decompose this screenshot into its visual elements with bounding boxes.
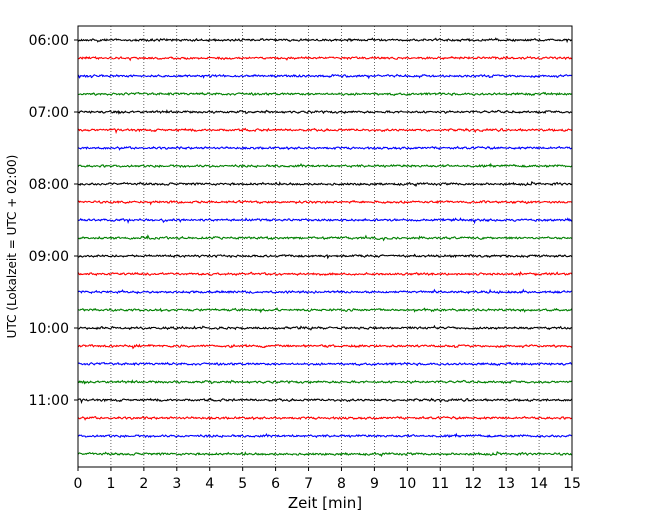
x-tick-label: 10	[398, 476, 416, 492]
x-tick-label: 4	[205, 476, 214, 492]
seismogram-trace	[77, 55, 573, 62]
x-tick-label: 3	[172, 476, 181, 492]
seismogram-trace	[77, 217, 573, 225]
x-axis-label: Zeit [min]	[288, 494, 362, 512]
seismogram-trace	[77, 451, 573, 458]
seismogram-trace	[77, 199, 573, 206]
x-tick-label: 6	[271, 476, 280, 492]
x-axis-ticks: 0 1 2 3 4 5 6 7 8 9 10 11 12 13 14 15	[74, 467, 581, 492]
y-tick-label: 11:00	[29, 393, 69, 409]
seismogram-trace	[77, 361, 573, 367]
x-tick-label: 0	[74, 476, 83, 492]
seismogram-trace	[77, 162, 573, 169]
x-tick-label: 13	[497, 476, 515, 492]
seismogram-trace	[77, 379, 573, 385]
seismogram-trace	[77, 127, 573, 135]
trace-group	[77, 37, 573, 458]
y-axis-label: UTC (Lokalzeit = UTC + 02:00)	[5, 155, 19, 339]
plot-frame	[77, 25, 573, 468]
seismogram-trace	[77, 73, 573, 80]
x-tick-label: 12	[464, 476, 482, 492]
y-axis-ticks: 06:00 07:00 08:00 09:00 10:00 11:00	[29, 33, 78, 409]
seismogram-trace	[77, 432, 573, 439]
seismogram-trace	[77, 343, 573, 350]
x-tick-label: 5	[238, 476, 247, 492]
y-tick-label: 08:00	[29, 177, 69, 193]
seismogram-trace	[77, 288, 573, 295]
seismogram-trace	[77, 415, 573, 421]
seismogram-trace	[77, 91, 573, 97]
seismogram-trace	[77, 307, 573, 314]
seismogram-trace	[77, 181, 573, 188]
seismogram-trace	[77, 145, 573, 151]
y-tick-label: 07:00	[29, 105, 69, 121]
seismogram-trace	[77, 270, 573, 277]
x-tick-label: 7	[304, 476, 313, 492]
seismogram-trace	[77, 37, 573, 44]
y-tick-label: 06:00	[29, 33, 69, 49]
y-tick-label: 10:00	[29, 321, 69, 337]
y-tick-label: 09:00	[29, 249, 69, 265]
seismogram-trace	[77, 397, 573, 405]
x-tick-label: 14	[530, 476, 548, 492]
seismogram-trace	[77, 234, 573, 242]
seismogram-trace	[77, 253, 573, 260]
seismogram-trace	[77, 324, 573, 331]
x-tick-label: 11	[431, 476, 449, 492]
seismogram-trace	[77, 109, 573, 115]
x-tick-label: 15	[563, 476, 581, 492]
x-tick-label: 2	[139, 476, 148, 492]
x-tick-label: 9	[370, 476, 379, 492]
x-tick-label: 8	[337, 476, 346, 492]
x-tick-label: 1	[106, 476, 115, 492]
